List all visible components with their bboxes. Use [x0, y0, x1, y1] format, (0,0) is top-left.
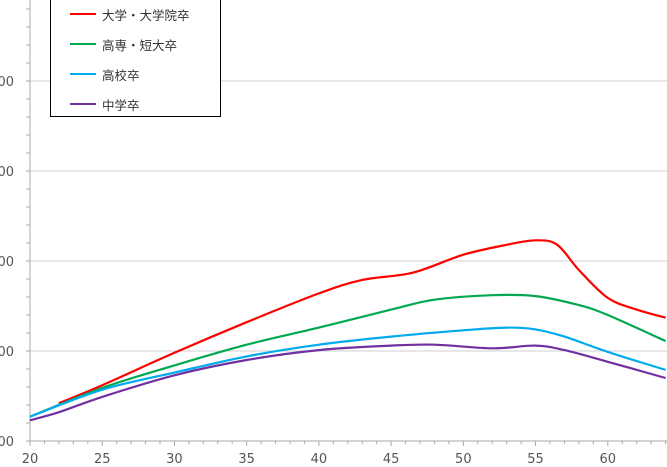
legend: 大学・大学院卒 高専・短大卒 高校卒 中学卒: [50, 0, 221, 117]
legend-swatch: [70, 13, 96, 15]
x-tick-label: 40: [311, 452, 328, 467]
x-tick-label: 20: [22, 452, 39, 467]
x-tick-label: 50: [455, 452, 472, 467]
y-tick-label: 00: [0, 75, 14, 90]
x-tick-label: 25: [94, 452, 111, 467]
y-tick-label: 00: [0, 435, 14, 450]
legend-item: 高専・短大卒: [70, 34, 177, 54]
series-line: [29, 343, 666, 422]
series-line: [29, 326, 666, 418]
x-tick-label: 35: [238, 452, 255, 467]
legend-item: 大学・大学院卒: [70, 4, 190, 24]
legend-swatch: [70, 43, 96, 45]
series-line: [29, 293, 667, 418]
legend-swatch: [70, 73, 96, 75]
x-tick-label: 55: [527, 452, 544, 467]
legend-swatch: [70, 103, 96, 105]
legend-label: 大学・大学院卒: [102, 7, 190, 23]
legend-label: 高校卒: [102, 67, 140, 83]
x-tick-label: 60: [600, 452, 617, 467]
x-tick-label: 30: [166, 452, 183, 467]
legend-label: 高専・短大卒: [102, 37, 178, 53]
series-line: [58, 239, 666, 405]
x-tick-label: 45: [383, 452, 400, 467]
y-tick-label: 00: [0, 255, 14, 270]
y-tick-label: 00: [0, 345, 14, 360]
legend-item: 中学卒: [70, 94, 140, 114]
y-tick-label: 00: [0, 165, 14, 180]
legend-item: 高校卒: [70, 64, 140, 84]
legend-label: 中学卒: [102, 97, 140, 113]
